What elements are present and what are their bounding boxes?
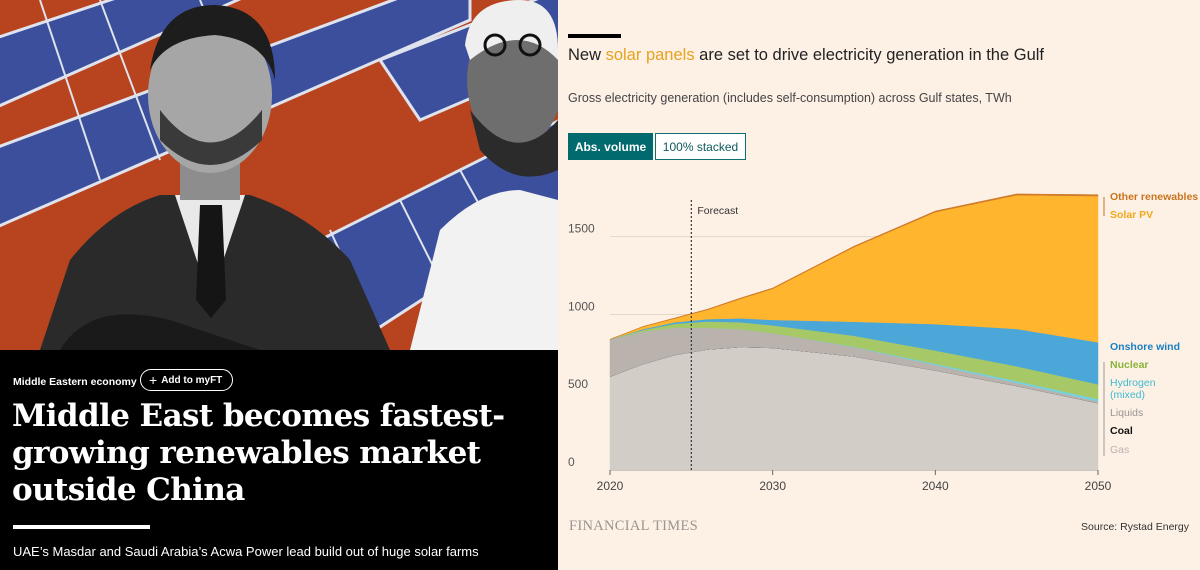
article-info: Middle Eastern economy + Add to myFT Mid…	[0, 350, 558, 570]
y-tick-label: 1000	[568, 299, 595, 313]
area-solar-pv	[609, 194, 1099, 343]
chart-title: New solar panels are set to drive electr…	[568, 46, 1044, 65]
x-tick-label: 2050	[1085, 479, 1112, 493]
stacked-100-toggle[interactable]: 100% stacked	[655, 133, 746, 160]
article-panel: Middle Eastern economy + Add to myFT Mid…	[0, 0, 558, 570]
legend-label: Hydrogen	[1110, 377, 1156, 389]
y-tick-label: 1500	[568, 222, 595, 236]
legend-label: Gas	[1110, 444, 1129, 456]
y-tick-label: 500	[568, 377, 588, 391]
legend-label: Solar PV	[1110, 209, 1153, 221]
legend-label: (mixed)	[1110, 389, 1145, 401]
x-tick-label: 2040	[922, 479, 949, 493]
add-to-myft-label: Add to myFT	[161, 374, 223, 386]
legend-label: Liquids	[1110, 407, 1143, 419]
legend-label: Nuclear	[1110, 359, 1149, 371]
x-tick-label: 2030	[759, 479, 786, 493]
add-to-myft-button[interactable]: + Add to myFT	[140, 369, 234, 391]
article-headline: Middle East becomes fastest-growing rene…	[12, 398, 505, 508]
area-other-renewables	[609, 193, 1099, 340]
hero-photo-illustration	[0, 0, 558, 350]
chart-source: Source: Rystad Energy	[1081, 521, 1189, 533]
forecast-label: Forecast	[697, 205, 738, 217]
ft-logo: FINANCIAL TIMES	[569, 518, 698, 534]
chart-title-end: are set to drive electricity generation …	[694, 46, 1045, 64]
area-chart: 0 500 1000 1500 2020 2030 2040 2050 Forecast Othe…	[568, 191, 1198, 493]
abs-volume-toggle[interactable]: Abs. volume	[568, 133, 653, 160]
chart-top-rule	[568, 34, 621, 38]
y-tick-label: 0	[568, 455, 575, 469]
chart-title-highlight: solar panels	[605, 46, 695, 64]
x-tick-label: 2020	[597, 479, 624, 493]
chart-subtitle: Gross electricity generation (includes s…	[568, 91, 1012, 105]
chart-title-start: New	[568, 46, 606, 64]
legend-label: Coal	[1110, 425, 1133, 437]
chart-panel: New solar panels are set to drive electr…	[558, 0, 1200, 570]
hero-photo	[0, 0, 558, 350]
legend-label: Other renewables	[1110, 191, 1198, 203]
legend-label: Onshore wind	[1110, 341, 1180, 353]
headline-rule	[13, 525, 150, 529]
section-link[interactable]: Middle Eastern economy	[13, 376, 137, 388]
article-standfirst: UAE’s Masdar and Saudi Arabia’s Acwa Pow…	[13, 544, 479, 559]
plus-icon: +	[149, 372, 158, 388]
